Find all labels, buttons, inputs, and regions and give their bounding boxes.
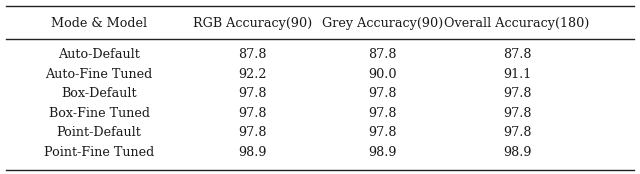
- Text: 97.8: 97.8: [239, 87, 267, 100]
- Text: 97.8: 97.8: [239, 107, 267, 120]
- Text: Point-Default: Point-Default: [57, 126, 141, 139]
- Text: Mode & Model: Mode & Model: [51, 17, 147, 30]
- Text: RGB Accuracy(90): RGB Accuracy(90): [193, 17, 312, 30]
- Text: 98.9: 98.9: [239, 146, 267, 159]
- Text: Auto-Default: Auto-Default: [58, 48, 140, 61]
- Text: Auto-Fine Tuned: Auto-Fine Tuned: [45, 68, 153, 81]
- Text: 90.0: 90.0: [369, 68, 397, 81]
- Text: 87.8: 87.8: [239, 48, 267, 61]
- Text: 87.8: 87.8: [369, 48, 397, 61]
- Text: Box-Fine Tuned: Box-Fine Tuned: [49, 107, 150, 120]
- Text: 97.8: 97.8: [369, 87, 397, 100]
- Text: 97.8: 97.8: [503, 107, 531, 120]
- Text: 97.8: 97.8: [369, 107, 397, 120]
- Text: 97.8: 97.8: [239, 126, 267, 139]
- Text: 98.9: 98.9: [503, 146, 531, 159]
- Text: 92.2: 92.2: [239, 68, 267, 81]
- Text: 97.8: 97.8: [369, 126, 397, 139]
- Text: Grey Accuracy(90): Grey Accuracy(90): [322, 17, 444, 30]
- Text: Overall Accuracy(180): Overall Accuracy(180): [444, 17, 590, 30]
- Text: 97.8: 97.8: [503, 126, 531, 139]
- Text: 97.8: 97.8: [503, 87, 531, 100]
- Text: 87.8: 87.8: [503, 48, 531, 61]
- Text: 98.9: 98.9: [369, 146, 397, 159]
- Text: Point-Fine Tuned: Point-Fine Tuned: [44, 146, 154, 159]
- Text: Box-Default: Box-Default: [61, 87, 137, 100]
- Text: 91.1: 91.1: [503, 68, 531, 81]
